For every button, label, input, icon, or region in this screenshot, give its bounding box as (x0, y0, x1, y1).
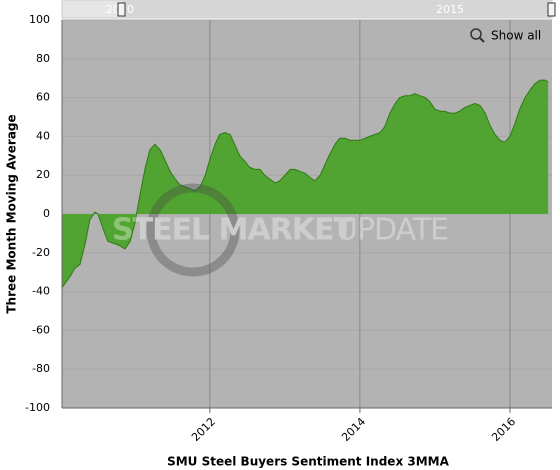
zoom-icon (470, 28, 482, 40)
y-tick-label: -60 (32, 323, 50, 336)
area-line (61, 79, 549, 288)
y-tick-label: 20 (36, 168, 50, 181)
y-tick-label: -40 (32, 285, 50, 298)
x-axis-title: SMU Steel Buyers Sentiment Index 3MMA (167, 455, 450, 469)
y-tick-label: 60 (36, 91, 50, 104)
area-fill (62, 80, 549, 288)
y-tick-label: 80 (36, 52, 50, 65)
x-tick-label: 2016 (489, 415, 518, 444)
watermark-text: UPDATE (336, 213, 448, 248)
navigator-selection (122, 0, 552, 18)
y-tick-label: -80 (32, 362, 50, 375)
y-tick-label: -20 (32, 246, 50, 259)
navigator-handle[interactable] (547, 2, 556, 17)
show-all-button[interactable]: Show all (470, 28, 541, 43)
x-tick-label: 2014 (339, 415, 368, 444)
navigator-handle[interactable] (117, 2, 126, 17)
navigator-label: 2015 (436, 3, 464, 16)
button-label[interactable]: Show all (491, 29, 541, 43)
zoom-icon (479, 37, 485, 43)
y-tick-label: -100 (25, 401, 50, 414)
y-tick-label: 100 (29, 13, 50, 26)
x-tick-label: 2012 (189, 415, 218, 444)
watermark-logo (146, 183, 240, 277)
watermark: STEEL MARKET UPDATE (112, 183, 449, 277)
y-tick-label: 40 (36, 129, 50, 142)
y-tick-label: 0 (43, 207, 50, 220)
watermark-text: STEEL MARKET (112, 213, 355, 248)
y-axis-title: Three Month Moving Average (5, 114, 19, 313)
